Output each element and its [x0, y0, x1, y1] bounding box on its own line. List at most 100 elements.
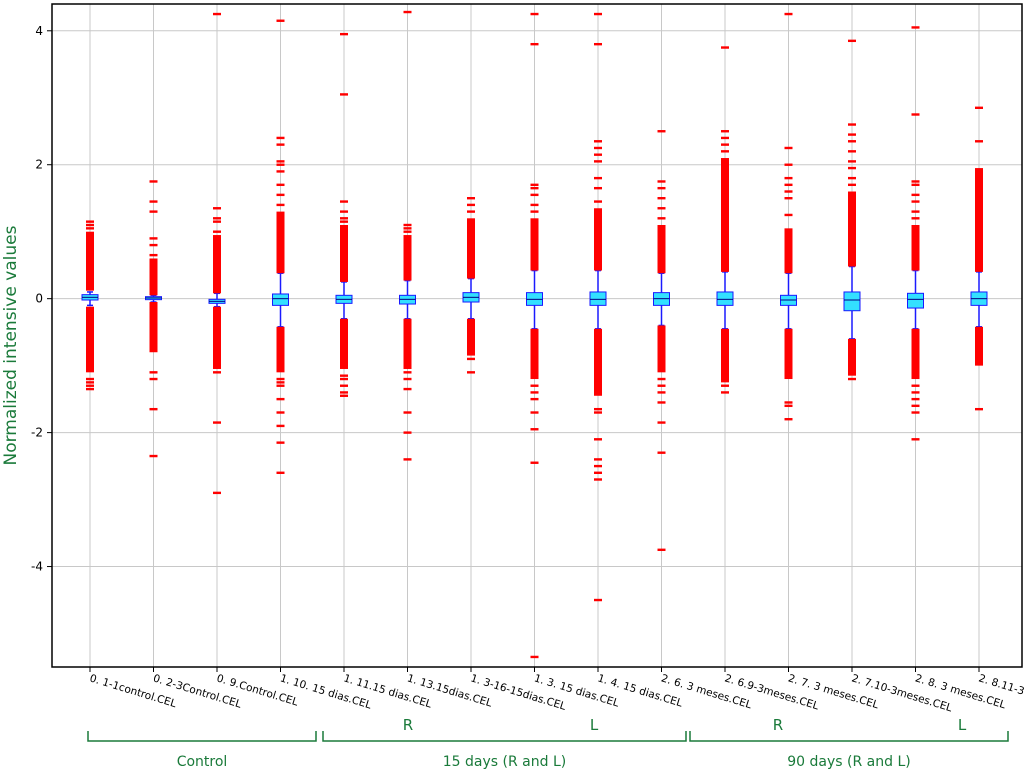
- outlier-point: [848, 377, 856, 381]
- outlier-point: [403, 458, 412, 461]
- outlier-point: [594, 411, 602, 414]
- outlier-point: [467, 210, 475, 213]
- outlier-band-upper: [594, 208, 602, 271]
- outlier-band-lower: [784, 328, 793, 380]
- outlier-point: [911, 200, 920, 203]
- outlier-point: [911, 26, 920, 29]
- outlier-point: [594, 176, 602, 180]
- outlier-band-lower: [911, 328, 920, 380]
- outlier-point: [657, 207, 666, 210]
- outlier-point: [276, 471, 285, 474]
- outlier-point: [657, 186, 666, 190]
- outlier-point: [848, 183, 856, 187]
- outlier-point: [848, 150, 856, 153]
- outlier-point: [784, 190, 793, 193]
- outlier-point: [276, 384, 285, 387]
- outlier-band-upper: [403, 235, 412, 281]
- outlier-point: [911, 210, 920, 213]
- outlier-point: [340, 32, 348, 36]
- outlier-point: [340, 394, 348, 397]
- outlier-point: [721, 391, 729, 394]
- outlier-band-upper: [657, 225, 666, 274]
- outlier-point: [975, 140, 983, 143]
- outlier-point: [403, 387, 412, 391]
- outlier-band-upper: [467, 218, 475, 279]
- outlier-point: [86, 381, 94, 384]
- outlier-point: [149, 237, 158, 240]
- outlier-point: [721, 384, 729, 387]
- outlier-point: [149, 210, 158, 213]
- outlier-point: [403, 371, 412, 374]
- outlier-point: [530, 397, 539, 401]
- box-group: [272, 19, 289, 474]
- outlier-point: [467, 371, 475, 374]
- outlier-point: [530, 183, 539, 187]
- outlier-point: [594, 478, 602, 481]
- outlier-point: [721, 150, 729, 153]
- bracket-line: [689, 731, 1009, 742]
- outlier-point: [848, 140, 856, 143]
- outlier-point: [594, 471, 602, 474]
- outlier-point: [530, 384, 539, 387]
- outlier-point: [340, 391, 348, 394]
- box-iqr: [907, 292, 924, 309]
- outlier-band-lower: [276, 326, 285, 373]
- y-tick-label: 2: [35, 158, 43, 172]
- y-tick-label: 4: [35, 24, 43, 38]
- outlier-point: [276, 441, 285, 444]
- outlier-point: [530, 210, 539, 213]
- outlier-point: [911, 391, 920, 394]
- outlier-band-upper: [213, 235, 221, 294]
- outlier-point: [530, 186, 539, 190]
- outlier-point: [276, 19, 285, 22]
- outlier-point: [657, 180, 666, 183]
- box-group: [907, 26, 924, 441]
- outlier-band-upper: [911, 225, 920, 271]
- box-group: [335, 32, 353, 397]
- outlier-point: [340, 220, 348, 223]
- side-label: L: [590, 716, 599, 734]
- side-label: L: [958, 716, 967, 734]
- outlier-point: [848, 166, 856, 170]
- outlier-point: [657, 217, 666, 220]
- outlier-point: [530, 193, 539, 197]
- outlier-point: [403, 227, 412, 230]
- group-bracket: 90 days (R and L): [689, 731, 1009, 770]
- outlier-point: [86, 220, 94, 223]
- outlier-point: [403, 230, 412, 233]
- y-tick-label: -4: [31, 560, 43, 574]
- outlier-point: [149, 377, 158, 381]
- outlier-point: [530, 42, 539, 46]
- box-iqr: [272, 293, 289, 306]
- outlier-point: [276, 193, 285, 197]
- outlier-point: [213, 12, 221, 16]
- outlier-band-upper: [86, 231, 94, 291]
- group-bracket: Control: [87, 731, 317, 770]
- outlier-point: [594, 407, 602, 411]
- outlier-point: [276, 377, 285, 381]
- outlier-point: [784, 146, 793, 150]
- outlier-point: [594, 42, 602, 46]
- outlier-band-upper: [975, 168, 983, 272]
- outlier-point: [657, 197, 666, 200]
- outlier-point: [530, 461, 539, 464]
- outlier-point: [911, 411, 920, 414]
- bracket-line: [87, 731, 317, 742]
- group-annotations: Control 15 days (R and L) 90 days (R and L…: [87, 716, 1009, 770]
- outlier-point: [213, 207, 221, 210]
- box-group: [526, 12, 543, 659]
- outlier-point: [213, 217, 221, 220]
- outlier-point: [340, 200, 348, 203]
- outlier-point: [340, 384, 348, 387]
- outlier-point: [657, 451, 666, 454]
- outlier-point: [86, 377, 94, 381]
- outlier-band-upper: [784, 228, 793, 274]
- outlier-point: [403, 223, 412, 227]
- outlier-point: [911, 180, 920, 183]
- outlier-point: [911, 384, 920, 387]
- outlier-point: [975, 407, 983, 411]
- outlier-point: [276, 381, 285, 384]
- outlier-point: [721, 130, 729, 133]
- outlier-point: [276, 160, 285, 163]
